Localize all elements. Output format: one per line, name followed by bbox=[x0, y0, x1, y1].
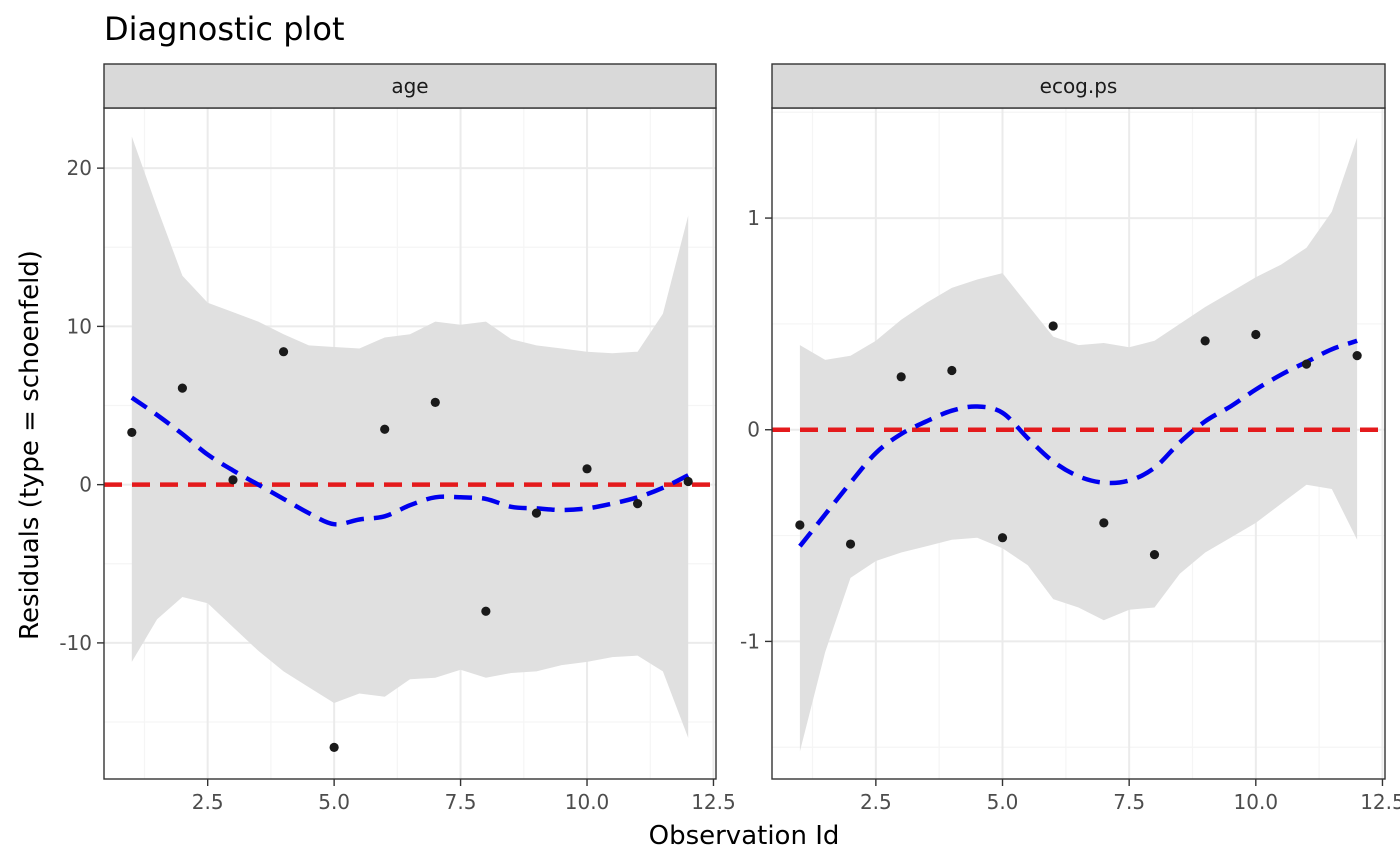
residual-point bbox=[1149, 550, 1160, 560]
residual-point bbox=[845, 539, 856, 549]
residual-point bbox=[795, 520, 805, 530]
y-tick-label: 20 bbox=[67, 156, 92, 180]
y-axis-title: Residuals (type = schoenfeld) bbox=[15, 250, 45, 640]
facet-strip bbox=[103, 63, 717, 109]
residual-point bbox=[947, 365, 957, 376]
residual-point bbox=[683, 476, 693, 487]
x-tick-label: 7.5 bbox=[1113, 790, 1145, 814]
residual-point bbox=[329, 742, 339, 752]
x-tick-label: 10.0 bbox=[565, 790, 610, 814]
residual-point bbox=[481, 606, 491, 616]
confidence-band bbox=[131, 136, 689, 738]
x-tick-label: 2.5 bbox=[860, 790, 892, 814]
facet-strip-label: age bbox=[391, 74, 428, 98]
smooth-fit-line bbox=[798, 338, 1358, 548]
residual-point bbox=[1048, 321, 1058, 331]
chart-title: Diagnostic plot bbox=[104, 10, 345, 48]
residual-point bbox=[531, 508, 542, 518]
x-tick-label: 7.5 bbox=[445, 790, 477, 814]
y-tick-label: -1 bbox=[740, 629, 760, 653]
y-tick-label: 10 bbox=[67, 314, 92, 338]
residual-point bbox=[1200, 336, 1210, 346]
residual-point bbox=[430, 397, 440, 407]
x-tick-label: 12.5 bbox=[1360, 790, 1400, 814]
panel-data-layer bbox=[104, 136, 716, 752]
x-tick-label: 5.0 bbox=[987, 790, 1019, 814]
y-tick-label: 0 bbox=[79, 473, 92, 497]
residual-point bbox=[582, 464, 592, 474]
residual-point bbox=[633, 499, 643, 509]
residual-point bbox=[177, 383, 187, 393]
y-tick-label: 0 bbox=[747, 418, 760, 442]
residual-point bbox=[1352, 351, 1362, 361]
residual-point bbox=[1301, 359, 1312, 369]
residual-point bbox=[228, 475, 238, 485]
residual-point bbox=[380, 424, 390, 434]
residual-point bbox=[127, 427, 137, 438]
panel-data-layer bbox=[772, 137, 1385, 752]
facet-strip-label: ecog.ps bbox=[1040, 74, 1118, 98]
facet-strip bbox=[771, 63, 1386, 109]
confidence-band bbox=[799, 137, 1358, 752]
residual-point bbox=[1099, 518, 1109, 528]
x-tick-label: 10.0 bbox=[1234, 790, 1279, 814]
residual-point bbox=[896, 372, 906, 382]
y-tick-label: 1 bbox=[747, 206, 760, 230]
y-tick-label: -10 bbox=[59, 631, 92, 655]
panel-age: age 2.5 5.0 7.5 10.0 12.5 -10 0 10 20 bbox=[59, 63, 736, 814]
x-tick-label: 5.0 bbox=[318, 790, 350, 814]
x-tick-label: 2.5 bbox=[192, 790, 224, 814]
residual-point bbox=[278, 347, 289, 357]
smooth-fit-line bbox=[130, 395, 690, 527]
panel-ecog-ps: ecog.ps 2.5 5.0 7.5 10.0 12.5 -1 0 1 bbox=[740, 63, 1400, 814]
x-axis-title: Observation Id bbox=[649, 821, 840, 851]
residual-point bbox=[1251, 329, 1261, 340]
x-tick-label: 12.5 bbox=[691, 790, 736, 814]
residual-point bbox=[997, 533, 1008, 543]
